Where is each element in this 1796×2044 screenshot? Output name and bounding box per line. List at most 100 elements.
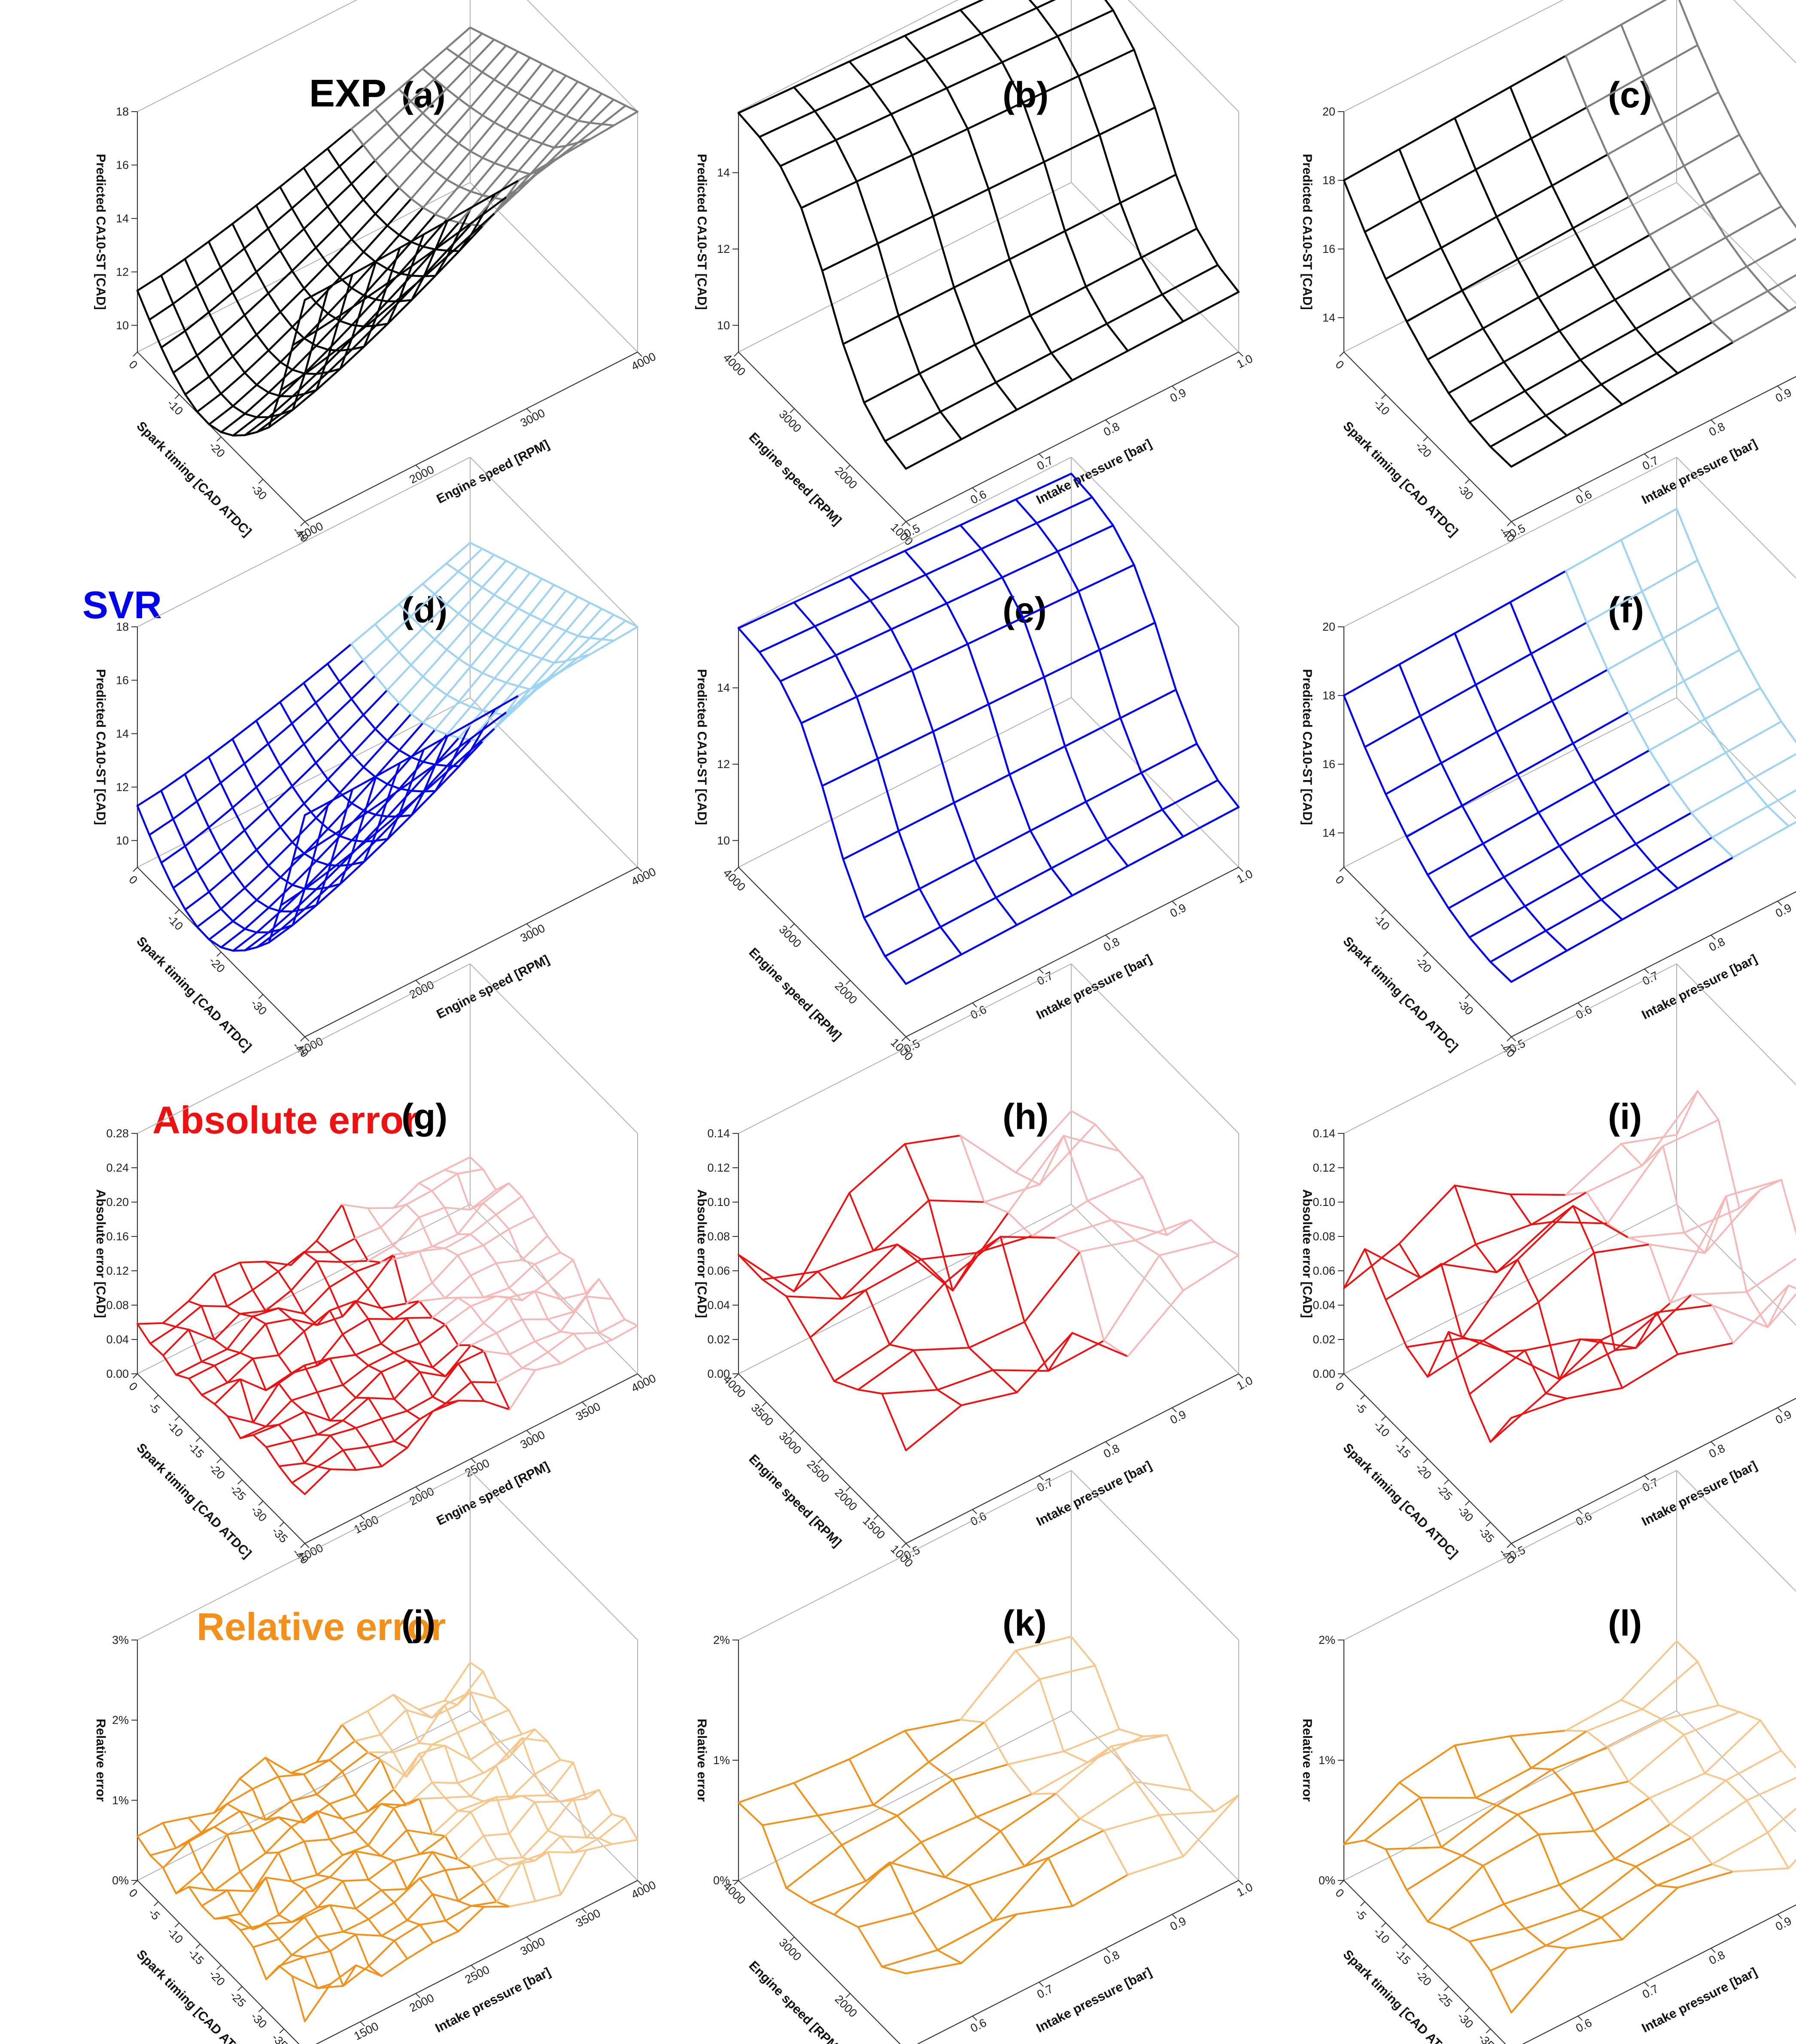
box-edge-floor-right [470, 182, 638, 352]
surface-line-col [386, 100, 412, 125]
x-tick [1381, 394, 1386, 399]
surface-line-col [457, 1400, 485, 1402]
surface-line-col [932, 703, 990, 733]
panel-d: 10121416180-10-20-30-401000200030004000P… [94, 457, 658, 1060]
surface-line-col [936, 1920, 994, 1951]
x-tick-label: -20 [1413, 954, 1434, 975]
surface-line-row [291, 1772, 459, 1932]
box-edge-top-right [1733, 0, 1796, 64]
surface-line-col [239, 1260, 267, 1263]
surface-line-col [1690, 1291, 1748, 1296]
surface-line-col [1516, 742, 1574, 776]
surface-line-col [304, 870, 330, 890]
z-tick-label: 1% [1319, 1754, 1335, 1767]
surface-line-col [814, 599, 872, 628]
panel-label: (j) [401, 1603, 435, 1643]
surface-line-col [328, 1740, 356, 1761]
surface-line-col [856, 154, 913, 183]
surface-line-col [1057, 524, 1114, 553]
surface-line-col [380, 1359, 408, 1373]
surface-line-col [1524, 874, 1582, 908]
x-tick [1486, 2028, 1491, 2034]
surface-line-col [303, 263, 329, 290]
x-tick-label: -15 [185, 1440, 207, 1461]
surface-line-col [842, 830, 900, 860]
z-axis-title: Absolute error [CAD] [695, 1189, 709, 1318]
surface-line-col [243, 743, 269, 765]
surface-line-col [341, 1710, 369, 1725]
surface-line-col [1766, 274, 1796, 292]
x-tick-label: -10 [164, 1925, 185, 1946]
surface-line-col [267, 270, 293, 295]
surface-line-col [1545, 1916, 1602, 1947]
y-tick [637, 867, 642, 872]
box-edge-top-right [470, 457, 638, 627]
surface-line-col [386, 299, 413, 325]
surface-line-col [1503, 1884, 1561, 1905]
surface-line-col [219, 762, 246, 784]
surface-line-col [1110, 1734, 1168, 1747]
surface-line-col [392, 1752, 420, 1790]
surface-line-col [738, 1782, 795, 1804]
surface-line-col [252, 1270, 280, 1291]
surface-line-col [521, 1351, 549, 1369]
surface-line-col [1039, 1664, 1096, 1680]
surface-line-col [1031, 1200, 1088, 1237]
surface-line-col [342, 1397, 370, 1421]
surface-line-col [1704, 1189, 1761, 1254]
surface-line-col [1385, 247, 1442, 280]
surface-line-col [911, 643, 969, 671]
panel-label: (c) [1608, 75, 1652, 115]
surface-line-col [517, 681, 544, 697]
surface-line-col [493, 648, 520, 680]
y-tick-label: 0.8 [1707, 1442, 1727, 1461]
surface-line-col [529, 160, 556, 180]
surface-line-col [354, 1759, 382, 1796]
surface-line-col [508, 1859, 536, 1867]
surface-line-col [398, 583, 424, 605]
surface-line-row [188, 1817, 357, 1987]
surface-mesh [1343, 0, 1796, 468]
z-tick-label: 16 [1322, 243, 1335, 255]
surface-line-col [410, 123, 436, 151]
surface-line-col [326, 128, 353, 150]
surface-line-col [469, 553, 495, 581]
surface-line-row [1015, 1135, 1184, 1291]
surface-line-col [493, 565, 519, 596]
surface-line-col [1064, 202, 1121, 232]
surface-line-col [992, 1857, 1049, 1922]
surface-line-col [196, 335, 222, 357]
x-tick [174, 394, 180, 399]
z-tick-label: 0.04 [106, 1333, 129, 1346]
surface-line-col [188, 1364, 216, 1380]
z-tick-label: 0.08 [1313, 1230, 1335, 1243]
surface-line-col [431, 1233, 459, 1248]
surface-line-col [529, 583, 555, 616]
surface-line-col [160, 845, 186, 864]
y-tick [1511, 521, 1516, 526]
x-tick [216, 436, 222, 442]
surface-line-col [328, 1271, 356, 1288]
surface-line-col [458, 740, 484, 768]
surface-line-col [280, 888, 306, 907]
surface-line-col [363, 300, 389, 328]
surface-line-row [162, 1822, 331, 1989]
surface-line-row [793, 1270, 962, 1406]
surface-line-col [1545, 899, 1602, 932]
surface-line-col [793, 1758, 851, 1784]
surface-mesh [737, 473, 1240, 985]
surface-line-col [983, 1183, 1041, 1203]
x-tick [845, 1993, 851, 1998]
z-tick-label: 18 [116, 620, 129, 633]
surface-line-col [1725, 1178, 1782, 1197]
z-tick-label: 0.10 [1313, 1196, 1335, 1209]
surface-line-col [1641, 1661, 1699, 1710]
surface-line-col [329, 1904, 357, 1910]
surface-line-col [481, 44, 507, 73]
surface-line-col [431, 1254, 459, 1284]
surface-line-col [1641, 44, 1699, 77]
surface-line-col [367, 1807, 395, 1847]
surface-line-col [406, 1396, 434, 1412]
surface-line-col [162, 1300, 190, 1324]
surface-line-col [380, 1888, 408, 1891]
